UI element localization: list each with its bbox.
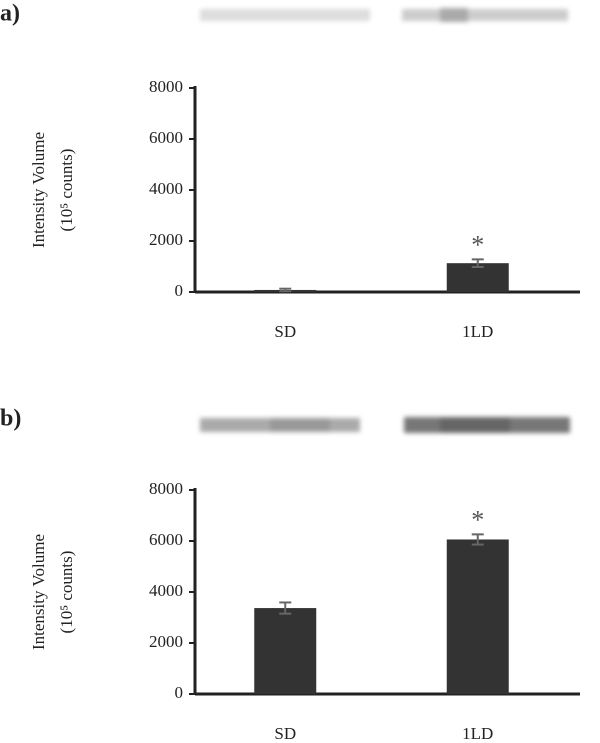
y-tick-label: 2000 [149, 632, 183, 651]
y-axis-label: (10⁵ counts) [57, 551, 76, 634]
panel-label: a) [0, 1, 20, 27]
y-tick-label: 4000 [149, 179, 183, 198]
significance-marker: * [471, 505, 484, 534]
y-tick-label: 6000 [149, 530, 183, 549]
y-tick-label: 0 [175, 281, 184, 300]
x-tick-label: SD [274, 724, 296, 743]
y-tick-label: 8000 [149, 77, 183, 96]
significance-marker: * [471, 230, 484, 259]
y-axis-label: Intensity Volume [29, 534, 48, 650]
error-bar [471, 533, 484, 546]
x-tick-label: 1LD [462, 724, 493, 743]
bar [254, 608, 317, 694]
gel-image-b [200, 417, 570, 433]
y-axis-label: Intensity Volume [29, 132, 48, 248]
x-tick-label: 1LD [462, 322, 493, 341]
y-tick-label: 4000 [149, 581, 183, 600]
gel-image-a [200, 8, 568, 22]
y-tick-label: 8000 [149, 479, 183, 498]
error-bar [471, 258, 484, 269]
x-tick-label: SD [274, 322, 296, 341]
error-bar [279, 601, 292, 615]
y-tick-label: 2000 [149, 230, 183, 249]
y-tick-label: 0 [175, 683, 184, 702]
y-tick-label: 6000 [149, 128, 183, 147]
bar [446, 539, 509, 694]
panel-label: b) [0, 406, 21, 432]
error-bar [279, 287, 292, 293]
y-axis-label: (10⁵ counts) [57, 149, 76, 232]
